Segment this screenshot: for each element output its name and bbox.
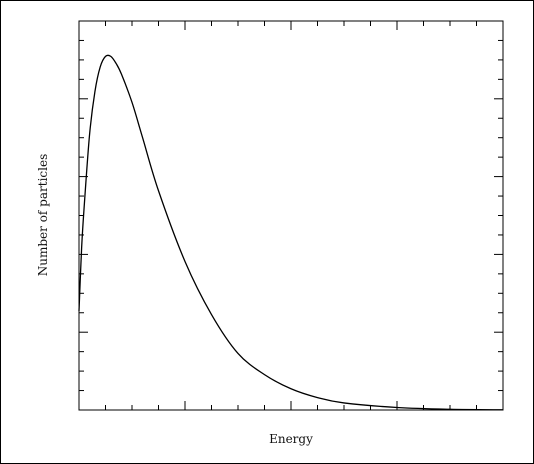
axis-ticks: [79, 21, 503, 410]
x-axis-label: Energy: [269, 432, 313, 446]
y-axis-label: Number of particles: [36, 154, 50, 276]
plot-area: [78, 20, 504, 411]
distribution-curve: [78, 54, 504, 411]
